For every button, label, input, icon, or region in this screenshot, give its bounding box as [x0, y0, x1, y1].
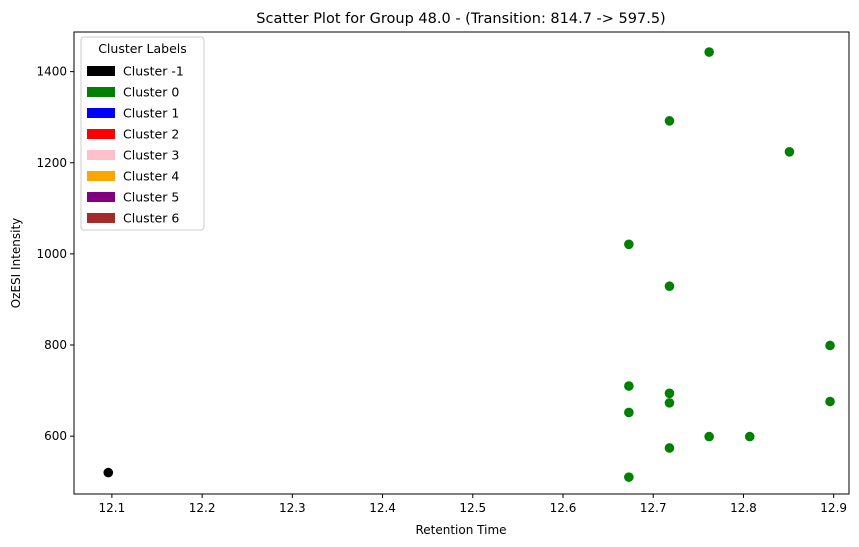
- x-axis-title: Retention Time: [415, 523, 506, 537]
- x-tick-label: 12.1: [99, 501, 126, 515]
- legend-label: Cluster -1: [123, 64, 184, 79]
- x-tick-label: 12.6: [550, 501, 577, 515]
- legend-label: Cluster 6: [123, 211, 179, 226]
- y-axis-title: OzESI Intensity: [9, 218, 23, 309]
- data-point: [664, 443, 675, 453]
- data-point: [103, 467, 114, 478]
- data-point: [744, 431, 755, 442]
- y-tick-label: 1200: [36, 156, 67, 170]
- data-point: [825, 396, 835, 407]
- data-point: [664, 281, 675, 292]
- data-point: [704, 431, 714, 442]
- legend-swatch: [87, 87, 115, 97]
- legend-swatch: [87, 66, 115, 76]
- x-tick-label: 12.5: [459, 501, 486, 515]
- legend: Cluster Labels Cluster -1 Cluster 0 Cluster…: [80, 36, 205, 231]
- data-point: [704, 47, 714, 57]
- x-tick-label: 12.4: [369, 501, 396, 515]
- data-point: [664, 398, 675, 408]
- legend-swatch: [87, 108, 115, 118]
- data-point: [624, 239, 634, 250]
- legend-title: Cluster Labels: [98, 41, 187, 56]
- chart-title: Scatter Plot for Group 48.0 - (Transitio…: [256, 11, 665, 27]
- points-layer: [103, 47, 835, 482]
- data-point: [825, 340, 835, 351]
- y-tick-label: 1000: [36, 247, 67, 261]
- legend-label: Cluster 2: [123, 127, 179, 142]
- data-point: [624, 472, 634, 482]
- legend-swatch: [87, 192, 115, 202]
- x-tick-label: 12.9: [820, 501, 847, 515]
- legend-box: [80, 36, 205, 231]
- legend-label: Cluster 4: [123, 169, 179, 184]
- y-tick-label: 800: [44, 338, 67, 352]
- data-point: [664, 388, 675, 399]
- legend-label: Cluster 1: [123, 106, 179, 121]
- legend-swatch: [87, 129, 115, 139]
- x-tick-label: 12.3: [279, 501, 306, 515]
- x-tick-label: 12.7: [640, 501, 667, 515]
- ticks-layer: 12.1 12.2 12.3 12.4 12.5 12.6 12.7 12.8 12.9 600 8…: [36, 65, 847, 515]
- data-point: [784, 147, 795, 157]
- legend-label: Cluster 3: [123, 148, 179, 163]
- legend-label: Cluster 0: [123, 85, 179, 100]
- legend-swatch: [87, 150, 115, 160]
- y-tick-label: 1400: [36, 65, 67, 79]
- legend-swatch: [87, 213, 115, 223]
- legend-label: Cluster 5: [123, 190, 179, 205]
- y-tick-label: 600: [44, 429, 67, 443]
- data-point: [624, 381, 634, 391]
- data-point: [664, 116, 675, 126]
- data-point: [624, 407, 634, 418]
- x-tick-label: 12.8: [730, 501, 757, 515]
- legend-swatch: [87, 171, 115, 181]
- plot-frame: [73, 31, 850, 495]
- x-tick-label: 12.2: [189, 501, 216, 515]
